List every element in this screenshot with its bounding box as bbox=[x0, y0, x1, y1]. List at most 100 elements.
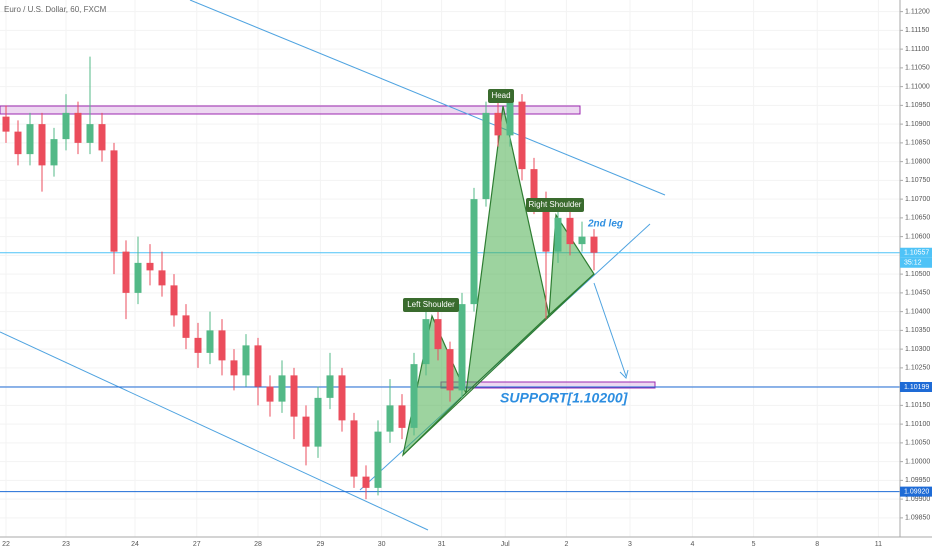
candle-body bbox=[14, 131, 22, 155]
y-tick-label: 1.09850 bbox=[905, 515, 930, 522]
candle-body bbox=[422, 319, 430, 365]
trendline bbox=[189, 0, 666, 196]
left-shoulder-label: Left Shoulder bbox=[407, 300, 455, 309]
candle-body bbox=[242, 345, 250, 376]
candle-body bbox=[98, 124, 106, 151]
y-tick-label: 1.09950 bbox=[905, 477, 930, 484]
candle-body bbox=[386, 405, 394, 432]
label-box bbox=[488, 89, 514, 103]
pattern-triangle bbox=[465, 105, 550, 395]
y-tick-label: 1.10050 bbox=[905, 440, 930, 447]
price-tag-label: 1.10199 bbox=[904, 384, 929, 391]
candle-body bbox=[518, 101, 526, 170]
x-tick-label: 22 bbox=[2, 541, 10, 548]
y-tick-label: 1.10150 bbox=[905, 402, 930, 409]
candle-body bbox=[206, 330, 214, 353]
y-tick-label: 1.10850 bbox=[905, 140, 930, 147]
resistance-zone bbox=[0, 105, 581, 115]
label-box bbox=[403, 298, 459, 312]
y-tick-label: 1.10900 bbox=[905, 121, 930, 128]
y-tick-label: 1.10750 bbox=[905, 177, 930, 184]
candle-body bbox=[338, 375, 346, 421]
candle-body bbox=[122, 251, 130, 293]
price-tag-label: 1.10557 bbox=[904, 250, 929, 257]
x-tick-label: 24 bbox=[131, 541, 139, 548]
candle-body bbox=[398, 405, 406, 428]
x-tick-label: 28 bbox=[254, 541, 262, 548]
candle-body bbox=[110, 150, 118, 252]
x-tick-label: 23 bbox=[62, 541, 70, 548]
y-tick-label: 1.10950 bbox=[905, 102, 930, 109]
candle-body bbox=[542, 199, 550, 252]
candle-body bbox=[50, 139, 58, 166]
trendline bbox=[0, 331, 429, 531]
chart-title: Euro / U.S. Dollar, 60, FXCM bbox=[4, 5, 107, 14]
candle-body bbox=[74, 112, 82, 143]
y-tick-label: 1.10500 bbox=[905, 271, 930, 278]
y-tick-label: 1.11150 bbox=[905, 27, 929, 34]
support-label: SUPPORT[1.10200] bbox=[500, 390, 629, 406]
y-tick-label: 1.11000 bbox=[905, 83, 930, 90]
label-box bbox=[526, 198, 584, 212]
candle-body bbox=[362, 476, 370, 488]
candle-body bbox=[62, 112, 70, 140]
candle-body bbox=[302, 416, 310, 447]
y-tick-label: 1.10450 bbox=[905, 290, 930, 297]
y-tick-label: 1.10600 bbox=[905, 233, 930, 240]
y-tick-label: 1.10350 bbox=[905, 327, 930, 334]
y-tick-label: 1.10800 bbox=[905, 158, 930, 165]
x-tick-label: 2 bbox=[564, 541, 568, 548]
y-tick-label: 1.10250 bbox=[905, 365, 930, 372]
y-tick-label: 1.10100 bbox=[905, 421, 930, 428]
candle-body bbox=[374, 431, 382, 488]
candle-body bbox=[470, 199, 478, 305]
x-tick-label: 3 bbox=[628, 541, 632, 548]
arrow bbox=[593, 282, 627, 377]
axis-labels: 1.09850 1.09900 1.09950 1.10000 1.10050 1.101… bbox=[2, 8, 932, 548]
price-tag bbox=[900, 247, 932, 258]
candle-body bbox=[290, 375, 298, 417]
y-tick-label: 1.10300 bbox=[905, 346, 930, 353]
candle-body bbox=[194, 337, 202, 353]
candle-body bbox=[86, 124, 94, 143]
x-tick-label: 29 bbox=[317, 541, 325, 548]
x-tick-label: 4 bbox=[690, 541, 694, 548]
arrow-head bbox=[619, 369, 629, 379]
candle-body bbox=[350, 420, 358, 477]
y-tick-label: 1.11100 bbox=[905, 46, 929, 53]
x-tick-label: 11 bbox=[875, 541, 882, 548]
candle-body bbox=[146, 262, 154, 271]
price-tag bbox=[900, 382, 932, 392]
y-tick-label: 1.09900 bbox=[905, 496, 930, 503]
y-tick-label: 1.10400 bbox=[905, 308, 930, 315]
candle-body bbox=[170, 285, 178, 316]
candle-body bbox=[458, 304, 466, 391]
candle-body bbox=[2, 116, 10, 132]
candle-body bbox=[566, 217, 574, 245]
candle-body bbox=[434, 319, 442, 350]
candle-body bbox=[182, 315, 190, 338]
candle-body bbox=[530, 169, 538, 200]
candle-body bbox=[578, 236, 586, 245]
price-tag bbox=[900, 486, 932, 497]
y-tick-label: 1.10700 bbox=[905, 196, 930, 203]
candle-body bbox=[218, 330, 226, 361]
candle-body bbox=[38, 124, 46, 166]
candle-body bbox=[314, 397, 322, 447]
candle-body bbox=[266, 386, 274, 402]
y-tick-label: 1.11050 bbox=[905, 65, 930, 72]
grid bbox=[0, 0, 900, 537]
x-tick-label: Jul bbox=[501, 541, 510, 548]
x-tick-label: 8 bbox=[815, 541, 819, 548]
y-tick-label: 1.10000 bbox=[905, 458, 930, 465]
x-tick-label: 30 bbox=[378, 541, 386, 548]
candle-body bbox=[494, 112, 502, 136]
candle-body bbox=[158, 270, 166, 286]
candles bbox=[2, 56, 598, 500]
candle-body bbox=[230, 360, 238, 376]
x-tick-label: 5 bbox=[752, 541, 756, 548]
candle-body bbox=[26, 124, 34, 155]
candle-body bbox=[446, 349, 454, 391]
candle-body bbox=[482, 112, 490, 200]
y-tick-label: 1.11200 bbox=[905, 8, 930, 15]
